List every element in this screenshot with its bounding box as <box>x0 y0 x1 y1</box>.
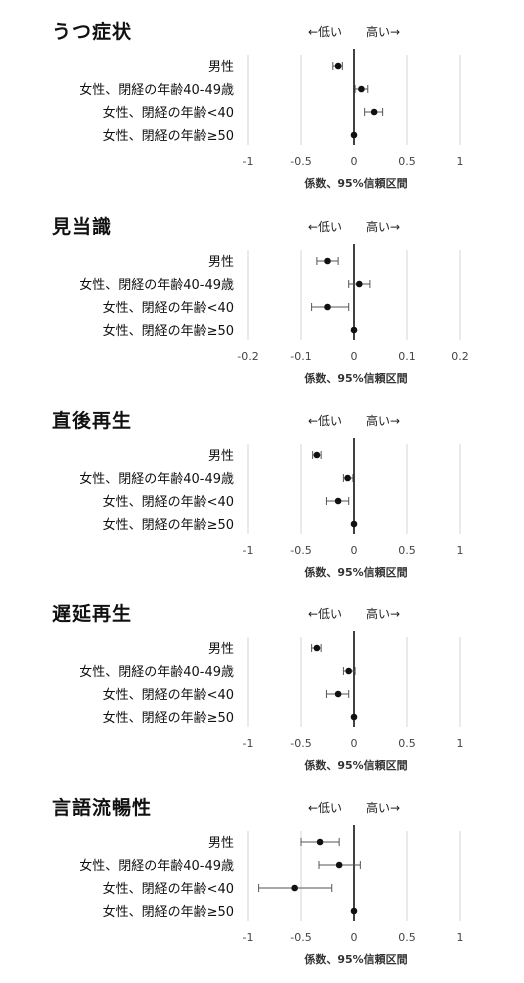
high-direction-label: 高い→ <box>366 24 400 39</box>
category-label: 女性、閉経の年齢≥50 <box>103 323 234 339</box>
point-estimate <box>334 62 342 70</box>
point-estimate <box>350 520 358 528</box>
category-label: 男性 <box>208 642 234 657</box>
x-tick-label: 1 <box>457 931 464 944</box>
point-estimate <box>350 907 358 915</box>
x-tick-label: 0.5 <box>398 737 416 750</box>
point-estimate <box>350 131 358 139</box>
panel-title: 見当識 <box>52 216 113 238</box>
x-tick-label: 0 <box>351 931 358 944</box>
category-label: 女性、閉経の年齢40-49歳 <box>79 277 234 293</box>
x-tick-label: -0.5 <box>290 737 311 750</box>
panel-title: うつ症状 <box>52 21 133 43</box>
panel-immediate-recall: 直後再生 ←低い 高い→ -1 -0.5 0 0.5 1 係数、95%信頼区間 男性女性、閉経の… <box>0 406 524 596</box>
category-label: 女性、閉経の年齢<40 <box>103 300 234 316</box>
forest-plot-verbal-fluency: ←低い 高い→ -1 -0.5 0 0.5 1 係数、95%信頼区間 男性女性、閉経の年齢40-… <box>79 800 464 966</box>
category-label: 女性、閉経の年齢40-49歳 <box>79 664 234 680</box>
x-tick-label: 1 <box>457 737 464 750</box>
point-estimate <box>334 497 342 505</box>
point-estimate <box>358 85 365 93</box>
forest-plot-delayed-recall: ←低い 高い→ -1 -0.5 0 0.5 1 係数、95%信頼区間 男性女性、閉経の年齢40-… <box>79 606 464 772</box>
x-tick-label: 0 <box>351 155 358 168</box>
x-axis-label: 係数、95%信頼区間 <box>304 758 407 772</box>
x-tick-label: 0.5 <box>398 931 416 944</box>
x-axis-label: 係数、95%信頼区間 <box>304 952 407 966</box>
x-tick-label: -0.1 <box>290 350 311 363</box>
x-tick-label: -1 <box>243 155 254 168</box>
x-tick-label: -1 <box>243 931 254 944</box>
category-label: 女性、閉経の年齢40-49歳 <box>79 858 234 874</box>
point-estimate <box>356 280 363 288</box>
category-label: 女性、閉経の年齢≥50 <box>103 710 234 726</box>
category-label: 女性、閉経の年齢<40 <box>103 105 234 121</box>
point-estimate <box>313 451 321 459</box>
point-estimate <box>316 838 324 846</box>
low-direction-label: ←低い <box>308 801 342 815</box>
category-label: 女性、閉経の年齢40-49歳 <box>79 471 234 487</box>
category-label: 男性 <box>208 836 234 851</box>
x-tick-label: -0.5 <box>290 155 311 168</box>
forest-plot-depression: ←低い 高い→ -1 -0.5 0 0.5 1 係数、95%信頼区間 男性女性、閉経の年齢40-… <box>79 24 464 190</box>
low-direction-label: ←低い <box>308 414 342 428</box>
point-estimate <box>350 713 358 721</box>
x-tick-label: 0 <box>351 544 358 557</box>
point-estimate <box>324 257 331 265</box>
x-tick-label: -0.5 <box>290 931 311 944</box>
point-estimate <box>313 644 321 652</box>
low-direction-label: ←低い <box>308 607 342 621</box>
point-estimate <box>350 326 358 334</box>
high-direction-label: 高い→ <box>366 606 400 621</box>
point-estimate <box>370 108 378 116</box>
low-direction-label: ←低い <box>308 25 342 39</box>
point-estimate <box>334 690 342 698</box>
category-label: 女性、閉経の年齢<40 <box>103 687 234 703</box>
panel-verbal-fluency: 言語流暢性 ←低い 高い→ -1 -0.5 0 0.5 1 係数、95%信頼区間 男性女性、閉経… <box>0 793 524 983</box>
x-tick-label: 0.5 <box>398 544 416 557</box>
x-tick-label: 1 <box>457 544 464 557</box>
point-estimate <box>345 667 353 675</box>
x-tick-label: -1 <box>243 737 254 750</box>
point-estimate <box>344 474 351 482</box>
forest-plot-orientation: ←低い 高い→ -0.2 -0.1 0 0.1 0.2 係数、95%信頼区間 男性女性、閉経の年… <box>79 219 469 385</box>
x-tick-label: -0.5 <box>290 544 311 557</box>
category-label: 女性、閉経の年齢≥50 <box>103 128 234 144</box>
category-label: 男性 <box>208 255 234 270</box>
point-estimate <box>335 861 343 869</box>
point-estimate <box>291 884 298 892</box>
panel-title: 遅延再生 <box>52 603 133 625</box>
category-label: 女性、閉経の年齢≥50 <box>103 517 234 533</box>
x-tick-label: 0.2 <box>451 350 469 363</box>
category-label: 女性、閉経の年齢≥50 <box>103 904 234 920</box>
high-direction-label: 高い→ <box>366 219 400 234</box>
panel-title: 言語流暢性 <box>52 797 153 819</box>
x-tick-label: 0.5 <box>398 155 416 168</box>
x-tick-label: 1 <box>457 155 464 168</box>
category-label: 女性、閉経の年齢<40 <box>103 881 234 897</box>
point-estimate <box>324 303 331 311</box>
panel-orientation: 見当識 ←低い 高い→ -0.2 -0.1 0 0.1 0.2 係数、95%信頼区間 男性女性、… <box>0 212 524 402</box>
category-label: 男性 <box>208 449 234 464</box>
category-label: 女性、閉経の年齢<40 <box>103 494 234 510</box>
x-tick-label: -1 <box>243 544 254 557</box>
low-direction-label: ←低い <box>308 220 342 234</box>
high-direction-label: 高い→ <box>366 413 400 428</box>
x-tick-label: 0 <box>351 350 358 363</box>
x-tick-label: 0 <box>351 737 358 750</box>
category-label: 女性、閉経の年齢40-49歳 <box>79 82 234 98</box>
x-tick-label: -0.2 <box>237 350 258 363</box>
x-tick-label: 0.1 <box>398 350 416 363</box>
panel-delayed-recall: 遅延再生 ←低い 高い→ -1 -0.5 0 0.5 1 係数、95%信頼区間 男性女性、閉経の… <box>0 599 524 789</box>
x-axis-label: 係数、95%信頼区間 <box>304 565 407 579</box>
x-axis-label: 係数、95%信頼区間 <box>304 371 407 385</box>
x-axis-label: 係数、95%信頼区間 <box>304 176 407 190</box>
high-direction-label: 高い→ <box>366 800 400 815</box>
category-label: 男性 <box>208 60 234 75</box>
panel-depression: うつ症状 ←低い 高い→ -1 -0.5 0 0.5 1 係数、95%信頼区間 男性女性、閉経の… <box>0 17 524 207</box>
forest-plot-immediate-recall: ←低い 高い→ -1 -0.5 0 0.5 1 係数、95%信頼区間 男性女性、閉経の年齢40-… <box>79 413 464 579</box>
panel-title: 直後再生 <box>52 410 133 432</box>
